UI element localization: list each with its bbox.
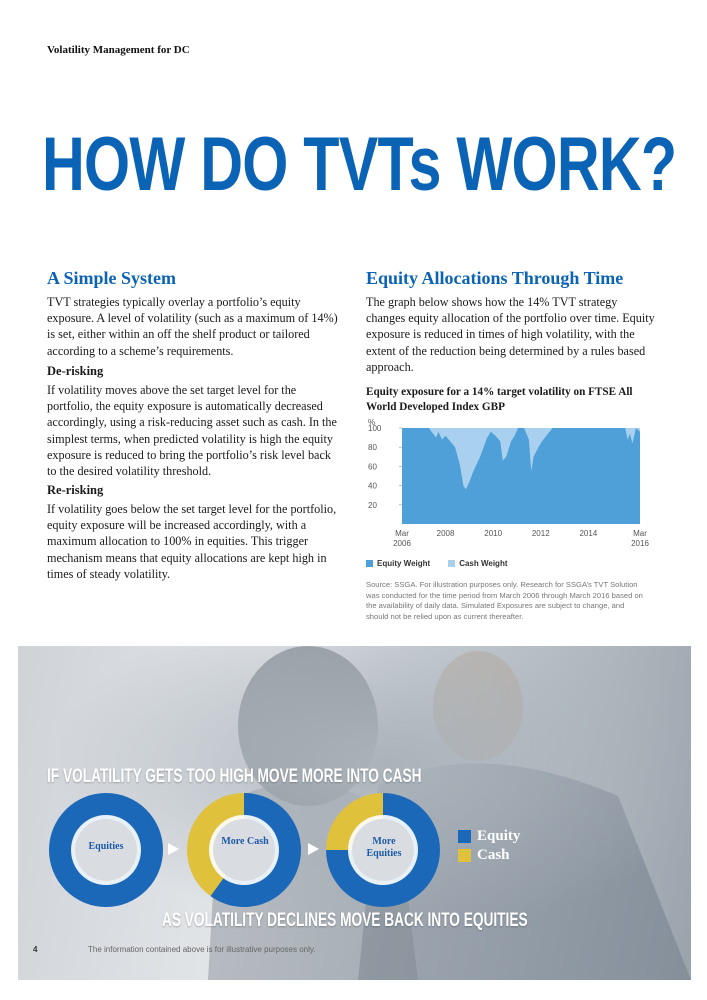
page-title: HOW DO TVTs WORK? bbox=[42, 122, 677, 207]
arrow-right-icon bbox=[308, 843, 319, 855]
equity-weight-swatch bbox=[366, 560, 373, 567]
rerisk-heading: Re-risking bbox=[47, 483, 104, 497]
footer-note: The information contained above is for i… bbox=[88, 945, 316, 954]
illustration-panel: IF VOLATILITY GETS TOO HIGH MOVE MORE IN… bbox=[18, 646, 691, 980]
x-tick-label: 2010 bbox=[484, 529, 502, 538]
chart-title: Equity exposure for a 14% target volatil… bbox=[366, 386, 633, 413]
arrow-right-icon bbox=[168, 843, 179, 855]
x-tick-label: 2016 bbox=[631, 539, 649, 548]
right-intro: The graph below shows how the 14% TVT st… bbox=[366, 295, 655, 374]
running-header: Volatility Management for DC bbox=[47, 44, 190, 56]
donut-cash-slice bbox=[326, 793, 383, 850]
left-intro: TVT strategies typically overlay a portf… bbox=[47, 295, 338, 358]
donut-center bbox=[75, 819, 137, 881]
panel-top-heading: IF VOLATILITY GETS TOO HIGH MOVE MORE IN… bbox=[47, 766, 422, 787]
x-tick-label: Mar bbox=[633, 529, 647, 538]
legend-cash-label: Cash bbox=[477, 847, 510, 863]
legend-equity-label: Equity bbox=[477, 828, 521, 844]
y-axis-label: % bbox=[368, 418, 375, 427]
left-heading: A Simple System bbox=[47, 268, 177, 288]
y-tick-label: 100 bbox=[368, 424, 382, 433]
cash-swatch bbox=[458, 849, 471, 862]
y-tick-label: 20 bbox=[368, 501, 377, 510]
derisk-text: If volatility moves above the set target… bbox=[47, 383, 337, 479]
rerisk-text: If volatility goes below the set target … bbox=[47, 502, 337, 581]
page-number: 4 bbox=[33, 945, 38, 954]
legend-equity: Equity bbox=[458, 828, 520, 845]
equity-weight-area bbox=[402, 428, 640, 524]
allocation-donuts bbox=[49, 793, 440, 907]
equity-swatch bbox=[458, 830, 471, 843]
donut-equity-slice bbox=[49, 793, 163, 907]
source-note: Source: SSGA. For illustration purposes … bbox=[366, 580, 643, 621]
right-heading: Equity Allocations Through Time bbox=[366, 268, 624, 288]
y-tick-label: 80 bbox=[368, 443, 377, 452]
y-tick-label: 40 bbox=[368, 482, 377, 491]
donut-center bbox=[352, 819, 414, 881]
panel-bottom-heading: AS VOLATILITY DECLINES MOVE BACK INTO EQ… bbox=[162, 910, 528, 931]
legend-equity-weight: Equity Weight bbox=[377, 559, 431, 568]
donut-center bbox=[213, 819, 275, 881]
x-tick-label: 2014 bbox=[579, 529, 597, 538]
chart-legend: Equity Weight Cash Weight bbox=[366, 559, 508, 568]
donut-equity-slice bbox=[326, 793, 440, 907]
donut-label-equities: Equities bbox=[88, 841, 124, 852]
donut-label-more-cash: More Cash bbox=[221, 836, 269, 847]
y-tick-label: 60 bbox=[368, 462, 377, 471]
legend-cash: Cash bbox=[458, 847, 510, 864]
x-tick-label: 2008 bbox=[437, 529, 455, 538]
x-tick-label: 2006 bbox=[393, 539, 411, 548]
donut-equity-slice bbox=[210, 793, 302, 907]
donut-label-more-equities: More Equities bbox=[366, 836, 402, 859]
cash-weight-swatch bbox=[448, 560, 456, 567]
legend-cash-weight: Cash Weight bbox=[459, 559, 508, 568]
x-tick-label: 2012 bbox=[532, 529, 550, 538]
derisk-heading: De-risking bbox=[47, 364, 104, 378]
x-tick-label: Mar bbox=[395, 529, 409, 538]
